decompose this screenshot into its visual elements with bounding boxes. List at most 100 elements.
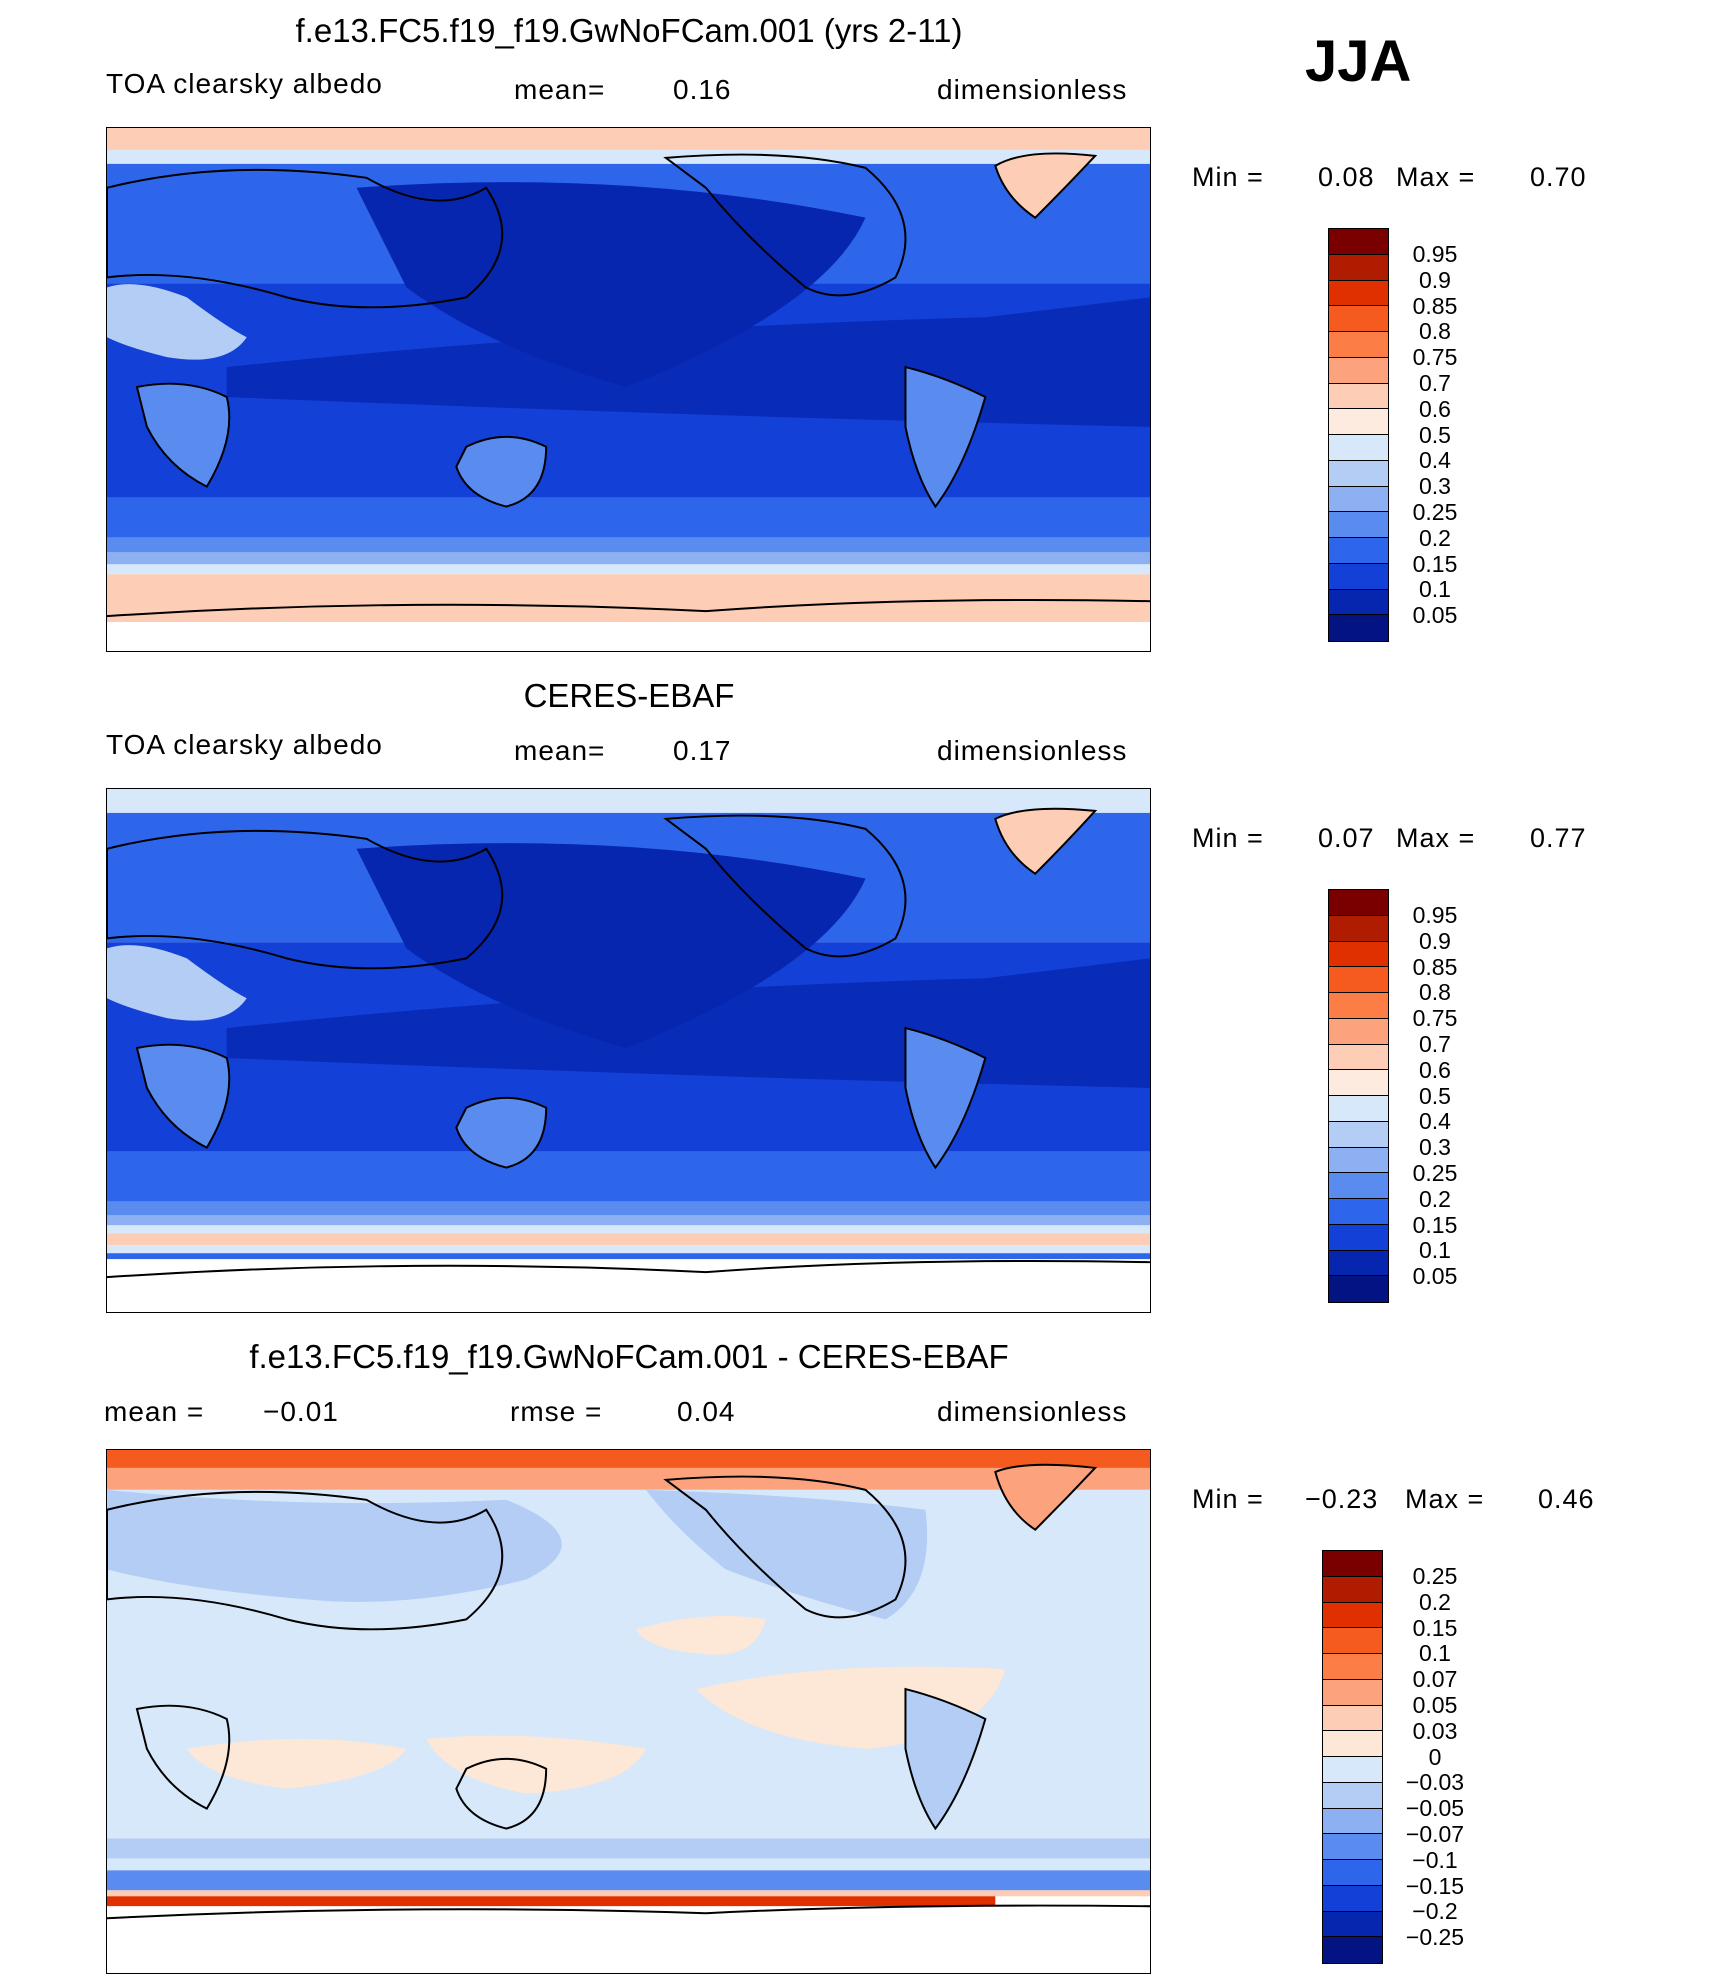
panel-3-colorbar-labels: 0.25 0.2 0.15 0.1 0.07 0.05 0.03 0 −0.03 −0.05 −0.… [1395, 1563, 1475, 1951]
panel-2-max-value: 0.77 [1530, 823, 1587, 853]
colorbar-tick-label: 0.2 [1419, 524, 1451, 551]
panel-3-mean-label: mean = [104, 1396, 205, 1427]
panel-2-min-label: Min = [1192, 823, 1264, 853]
colorbar-tick-label: 0.05 [1412, 602, 1458, 629]
colorbar-tick-label: 0.07 [1412, 1666, 1458, 1693]
colorbar-cell [1323, 1602, 1382, 1629]
colorbar-cell [1323, 1885, 1382, 1912]
colorbar-cell [1329, 615, 1388, 641]
colorbar-tick-label: −0.07 [1405, 1820, 1465, 1847]
colorbar-tick-label: 0.9 [1419, 266, 1451, 293]
panel-3-colorbar [1322, 1550, 1383, 1964]
colorbar-cell [1329, 435, 1388, 461]
colorbar-cell [1329, 967, 1388, 993]
panel-1-mean-value: 0.16 [673, 74, 732, 105]
panel-3-map-svg [107, 1450, 1150, 1973]
colorbar-tick-label: 0.9 [1419, 927, 1451, 954]
colorbar-tick-label: 0.1 [1419, 1640, 1451, 1667]
colorbar-tick-label: 0.8 [1419, 318, 1451, 345]
panel-3-units: dimensionless [937, 1396, 1128, 1427]
colorbar-cell [1329, 1096, 1388, 1122]
colorbar-cell [1329, 409, 1388, 435]
colorbar-tick-label: 0.15 [1412, 1614, 1458, 1641]
colorbar-cell [1329, 306, 1388, 332]
colorbar-cell [1329, 1199, 1388, 1225]
colorbar-cell [1329, 383, 1388, 410]
panel-2-min-value: 0.07 [1318, 823, 1375, 853]
colorbar-cell [1329, 512, 1388, 538]
colorbar-cell [1329, 280, 1388, 307]
panel-2-mean-value: 0.17 [673, 735, 732, 766]
colorbar-cell [1323, 1576, 1382, 1603]
colorbar-cell [1323, 1628, 1382, 1654]
colorbar-tick-label: −0.03 [1405, 1769, 1465, 1796]
panel-1-min-label: Min = [1192, 162, 1264, 192]
colorbar-cell [1329, 1250, 1388, 1277]
colorbar-cell [1329, 993, 1388, 1019]
panel-3-max-value: 0.46 [1538, 1484, 1595, 1514]
colorbar-cell [1329, 357, 1388, 384]
colorbar-tick-label: 0.4 [1419, 1108, 1451, 1135]
colorbar-tick-label: 0.7 [1419, 1030, 1451, 1057]
colorbar-tick-label: 0.03 [1412, 1717, 1458, 1744]
colorbar-tick-label: 0.95 [1412, 902, 1458, 928]
colorbar-cell [1329, 1276, 1388, 1302]
panel-1-max-label: Max = [1396, 162, 1476, 192]
colorbar-tick-label: 0.95 [1412, 241, 1458, 267]
colorbar-tick-label: 0 [1428, 1743, 1442, 1770]
panel-1-mean-label: mean= [514, 74, 606, 105]
panel-2-colorbar [1328, 889, 1389, 1303]
panel-1-map-svg [107, 128, 1150, 651]
colorbar-cell [1329, 1224, 1388, 1251]
colorbar-tick-label: 0.05 [1412, 1263, 1458, 1290]
colorbar-tick-label: 0.4 [1419, 447, 1451, 474]
panel-2-map-svg [107, 789, 1150, 1312]
colorbar-tick-label: 0.15 [1412, 1211, 1458, 1238]
panel-3-rmse-label: rmse = [510, 1396, 603, 1427]
colorbar-cell [1323, 1911, 1382, 1938]
colorbar-tick-label: 0.3 [1419, 1134, 1451, 1161]
panel-1-map [106, 127, 1151, 652]
colorbar-tick-label: 0.7 [1419, 369, 1451, 396]
panel-2-title: CERES-EBAF [523, 677, 735, 714]
colorbar-cell [1329, 538, 1388, 564]
panel-2-max-label: Max = [1396, 823, 1476, 853]
panel-1-units: dimensionless [937, 74, 1128, 105]
colorbar-cell [1329, 941, 1388, 968]
season-label: JJA [1305, 29, 1412, 94]
colorbar-tick-label: 0.6 [1419, 395, 1451, 422]
colorbar-tick-label: 0.85 [1412, 953, 1458, 980]
panel-1-title: f.e13.FC5.f19_f19.GwNoFCam.001 (yrs 2-11… [295, 12, 963, 49]
panel-3-mean-value: −0.01 [263, 1396, 339, 1427]
panel-1-variable: TOA clearsky albedo [106, 68, 383, 99]
colorbar-cell [1323, 1757, 1382, 1783]
colorbar-cell [1323, 1860, 1382, 1886]
colorbar-cell [1323, 1679, 1382, 1706]
colorbar-cell [1323, 1937, 1382, 1963]
colorbar-tick-label: 0.1 [1419, 576, 1451, 603]
colorbar-tick-label: 0.15 [1412, 550, 1458, 577]
colorbar-tick-label: −0.2 [1412, 1898, 1458, 1925]
colorbar-tick-label: 0.1 [1419, 1237, 1451, 1264]
colorbar-cell [1329, 1173, 1388, 1199]
panel-1-max-value: 0.70 [1530, 162, 1587, 192]
colorbar-cell [1329, 229, 1388, 255]
panel-1-colorbar-labels: 0.95 0.9 0.85 0.8 0.75 0.7 0.6 0.5 0.4 0.3 0.25 0.2… [1400, 241, 1470, 629]
colorbar-tick-label: 0.5 [1419, 421, 1451, 448]
panel-3-min-value: −0.23 [1305, 1484, 1379, 1514]
panel-2-variable: TOA clearsky albedo [106, 729, 383, 760]
panel-3-max-label: Max = [1405, 1484, 1485, 1514]
colorbar-tick-label: −0.05 [1405, 1795, 1465, 1822]
colorbar-tick-label: 0.3 [1419, 473, 1451, 500]
panel-2-map [106, 788, 1151, 1313]
panel-2-units: dimensionless [937, 735, 1128, 766]
panel-3-title: f.e13.FC5.f19_f19.GwNoFCam.001 - CERES-E… [249, 1338, 1009, 1375]
colorbar-tick-label: 0.25 [1412, 498, 1458, 525]
panel-1-min-value: 0.08 [1318, 162, 1375, 192]
colorbar-tick-label: −0.1 [1412, 1846, 1458, 1873]
colorbar-tick-label: 0.25 [1412, 1159, 1458, 1186]
colorbar-cell [1329, 254, 1388, 281]
colorbar-cell [1329, 1044, 1388, 1071]
panel-2-mean-label: mean= [514, 735, 606, 766]
colorbar-tick-label: 0.2 [1419, 1185, 1451, 1212]
